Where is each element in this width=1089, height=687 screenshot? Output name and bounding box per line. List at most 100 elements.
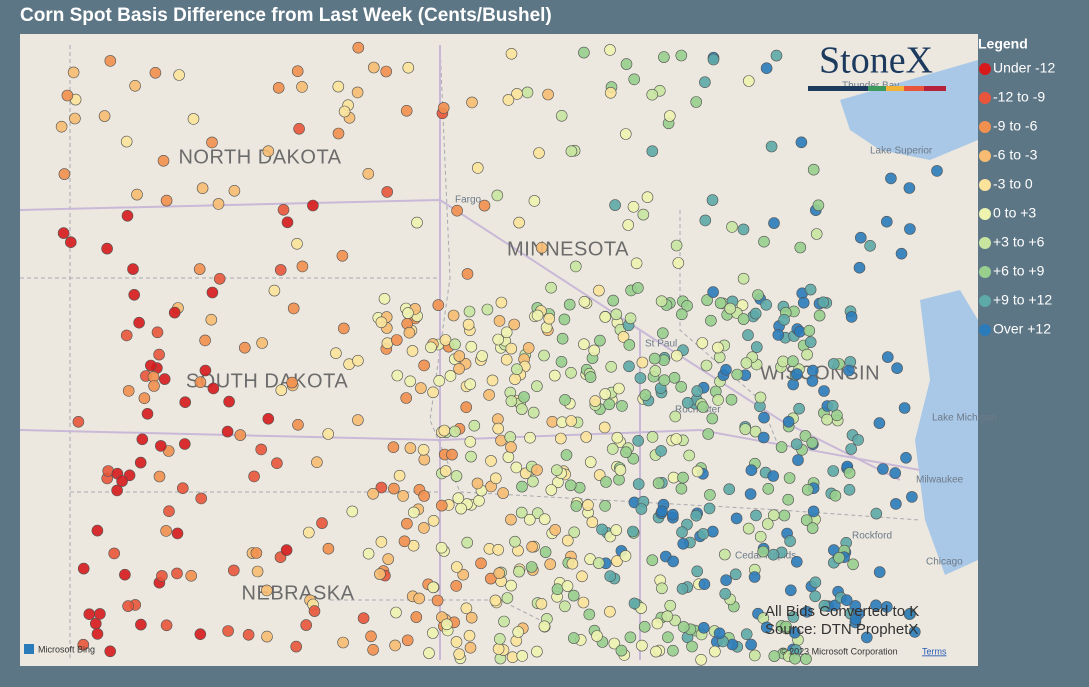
dot bbox=[116, 475, 128, 487]
dot bbox=[497, 487, 509, 499]
dot bbox=[134, 456, 147, 469]
dot bbox=[677, 621, 690, 633]
dot bbox=[268, 284, 281, 297]
dot bbox=[250, 547, 263, 559]
dot bbox=[782, 415, 795, 428]
dot bbox=[885, 172, 897, 185]
dot bbox=[77, 562, 90, 575]
dot bbox=[413, 592, 426, 605]
dot bbox=[599, 388, 612, 400]
dot bbox=[740, 357, 753, 369]
dot bbox=[483, 389, 495, 401]
dot bbox=[502, 94, 515, 106]
dot bbox=[367, 643, 379, 656]
dot bbox=[199, 364, 212, 377]
dot bbox=[891, 362, 903, 375]
state-label: MINNESOTA bbox=[507, 238, 629, 260]
dot bbox=[681, 299, 693, 312]
lake-michigan bbox=[915, 290, 978, 575]
dot bbox=[564, 479, 577, 492]
dot bbox=[446, 448, 458, 461]
dot bbox=[141, 407, 154, 420]
dot bbox=[509, 535, 521, 548]
dot bbox=[486, 374, 499, 387]
dot bbox=[287, 302, 300, 315]
dot bbox=[696, 337, 709, 349]
dot bbox=[307, 199, 319, 212]
dot bbox=[705, 314, 717, 327]
dot bbox=[740, 628, 753, 641]
dot bbox=[908, 626, 921, 638]
dot bbox=[620, 446, 632, 459]
dot bbox=[634, 372, 647, 384]
dot bbox=[173, 69, 185, 81]
legend-swatch bbox=[979, 237, 991, 249]
dot bbox=[291, 65, 304, 77]
dot bbox=[431, 594, 444, 607]
dot bbox=[491, 189, 504, 202]
dot bbox=[362, 168, 375, 180]
dot bbox=[655, 295, 668, 308]
dot bbox=[691, 565, 704, 578]
dot bbox=[510, 461, 523, 474]
dot bbox=[604, 87, 617, 99]
dot bbox=[365, 630, 377, 643]
dot bbox=[760, 298, 773, 311]
dot bbox=[461, 536, 474, 549]
dot bbox=[223, 395, 235, 408]
dot bbox=[481, 303, 494, 316]
dot bbox=[196, 182, 209, 194]
dot bbox=[351, 86, 364, 99]
dot bbox=[171, 567, 183, 580]
dot bbox=[806, 375, 819, 387]
dot bbox=[707, 53, 720, 66]
dot bbox=[104, 55, 117, 67]
dot bbox=[589, 395, 602, 407]
dot bbox=[818, 385, 830, 397]
dot bbox=[793, 402, 805, 415]
dot bbox=[439, 334, 452, 346]
terms-link[interactable]: Terms bbox=[922, 646, 947, 656]
dot bbox=[58, 168, 71, 180]
dot bbox=[426, 627, 439, 639]
dot bbox=[807, 163, 820, 176]
dot bbox=[352, 41, 365, 54]
dot bbox=[515, 506, 528, 519]
dot bbox=[539, 546, 552, 558]
state-label: NEBRASKA bbox=[242, 582, 355, 604]
dot bbox=[506, 651, 519, 664]
dot bbox=[387, 441, 400, 454]
dot bbox=[627, 525, 639, 538]
dot bbox=[108, 547, 120, 560]
dot bbox=[676, 526, 688, 539]
dot bbox=[758, 235, 770, 248]
dot bbox=[452, 492, 465, 505]
dot bbox=[346, 505, 359, 518]
dot bbox=[599, 500, 611, 512]
dot bbox=[206, 286, 219, 299]
legend-title: Legend bbox=[978, 36, 1028, 52]
dot bbox=[829, 489, 842, 502]
dot bbox=[475, 557, 487, 570]
dot bbox=[768, 217, 780, 229]
dot bbox=[550, 464, 563, 477]
dot bbox=[745, 638, 757, 651]
dot bbox=[261, 630, 273, 643]
dot bbox=[870, 599, 882, 612]
dot bbox=[795, 136, 808, 149]
dot bbox=[406, 345, 419, 357]
dot bbox=[476, 350, 488, 362]
dot bbox=[750, 341, 763, 353]
dot bbox=[199, 334, 211, 347]
dot bbox=[860, 631, 873, 644]
dot bbox=[457, 568, 470, 581]
dot bbox=[706, 194, 719, 206]
dot bbox=[390, 334, 403, 346]
dot bbox=[749, 307, 762, 320]
dot bbox=[72, 415, 85, 428]
dot bbox=[533, 147, 545, 159]
dot bbox=[160, 619, 173, 632]
dot bbox=[390, 606, 402, 619]
dot bbox=[783, 472, 796, 484]
dot bbox=[623, 360, 635, 373]
